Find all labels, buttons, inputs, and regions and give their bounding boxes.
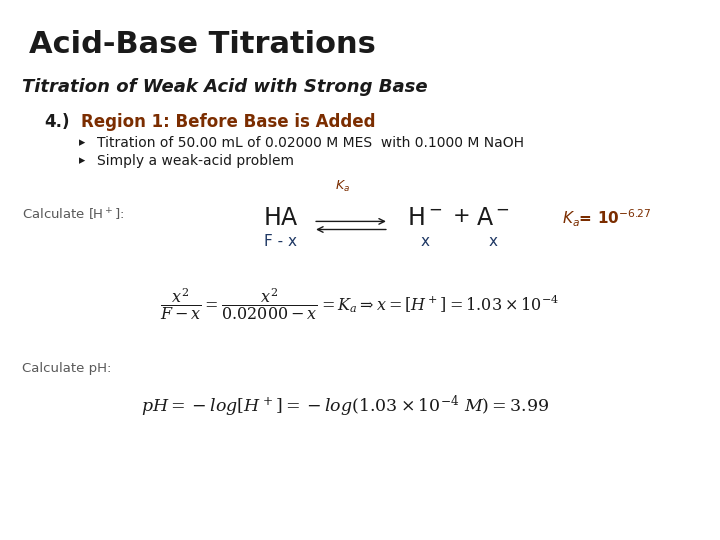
- Text: ▸: ▸: [79, 136, 86, 149]
- Text: x: x: [420, 234, 429, 249]
- Text: $\mathregular{HA}$: $\mathregular{HA}$: [263, 206, 299, 230]
- Text: $+$: $+$: [452, 206, 469, 226]
- Text: $K_a$= 10$^{-6.27}$: $K_a$= 10$^{-6.27}$: [562, 207, 652, 229]
- Text: $\mathregular{A^-}$: $\mathregular{A^-}$: [477, 206, 510, 230]
- Text: Titration of Weak Acid with Strong Base: Titration of Weak Acid with Strong Base: [22, 78, 427, 96]
- Text: Region 1: Before Base is Added: Region 1: Before Base is Added: [81, 113, 375, 131]
- Text: Calculate [H$^+$]:: Calculate [H$^+$]:: [22, 206, 125, 222]
- Text: F - x: F - x: [264, 234, 297, 249]
- Text: $\mathregular{H^-}$: $\mathregular{H^-}$: [407, 206, 443, 230]
- Text: $pH = -log[H^+] = -log(1.03\times10^{-4}\ M) = 3.99$: $pH = -log[H^+] = -log(1.03\times10^{-4}…: [141, 394, 550, 420]
- Text: Titration of 50.00 mL of 0.02000 M MES  with 0.1000 M NaOH: Titration of 50.00 mL of 0.02000 M MES w…: [97, 136, 524, 150]
- Text: x: x: [489, 234, 498, 249]
- Text: Simply a weak-acid problem: Simply a weak-acid problem: [97, 154, 294, 168]
- Text: Acid-Base Titrations: Acid-Base Titrations: [29, 30, 376, 59]
- Text: Calculate pH:: Calculate pH:: [22, 362, 111, 375]
- Text: ▸: ▸: [79, 154, 86, 167]
- Text: $K_a$: $K_a$: [335, 179, 349, 194]
- Text: $\dfrac{x^2}{F-x} = \dfrac{x^2}{0.02000-x} = K_a \Rightarrow x = [H^+] = 1.03\ti: $\dfrac{x^2}{F-x} = \dfrac{x^2}{0.02000-…: [161, 286, 559, 322]
- Text: 4.): 4.): [45, 113, 70, 131]
